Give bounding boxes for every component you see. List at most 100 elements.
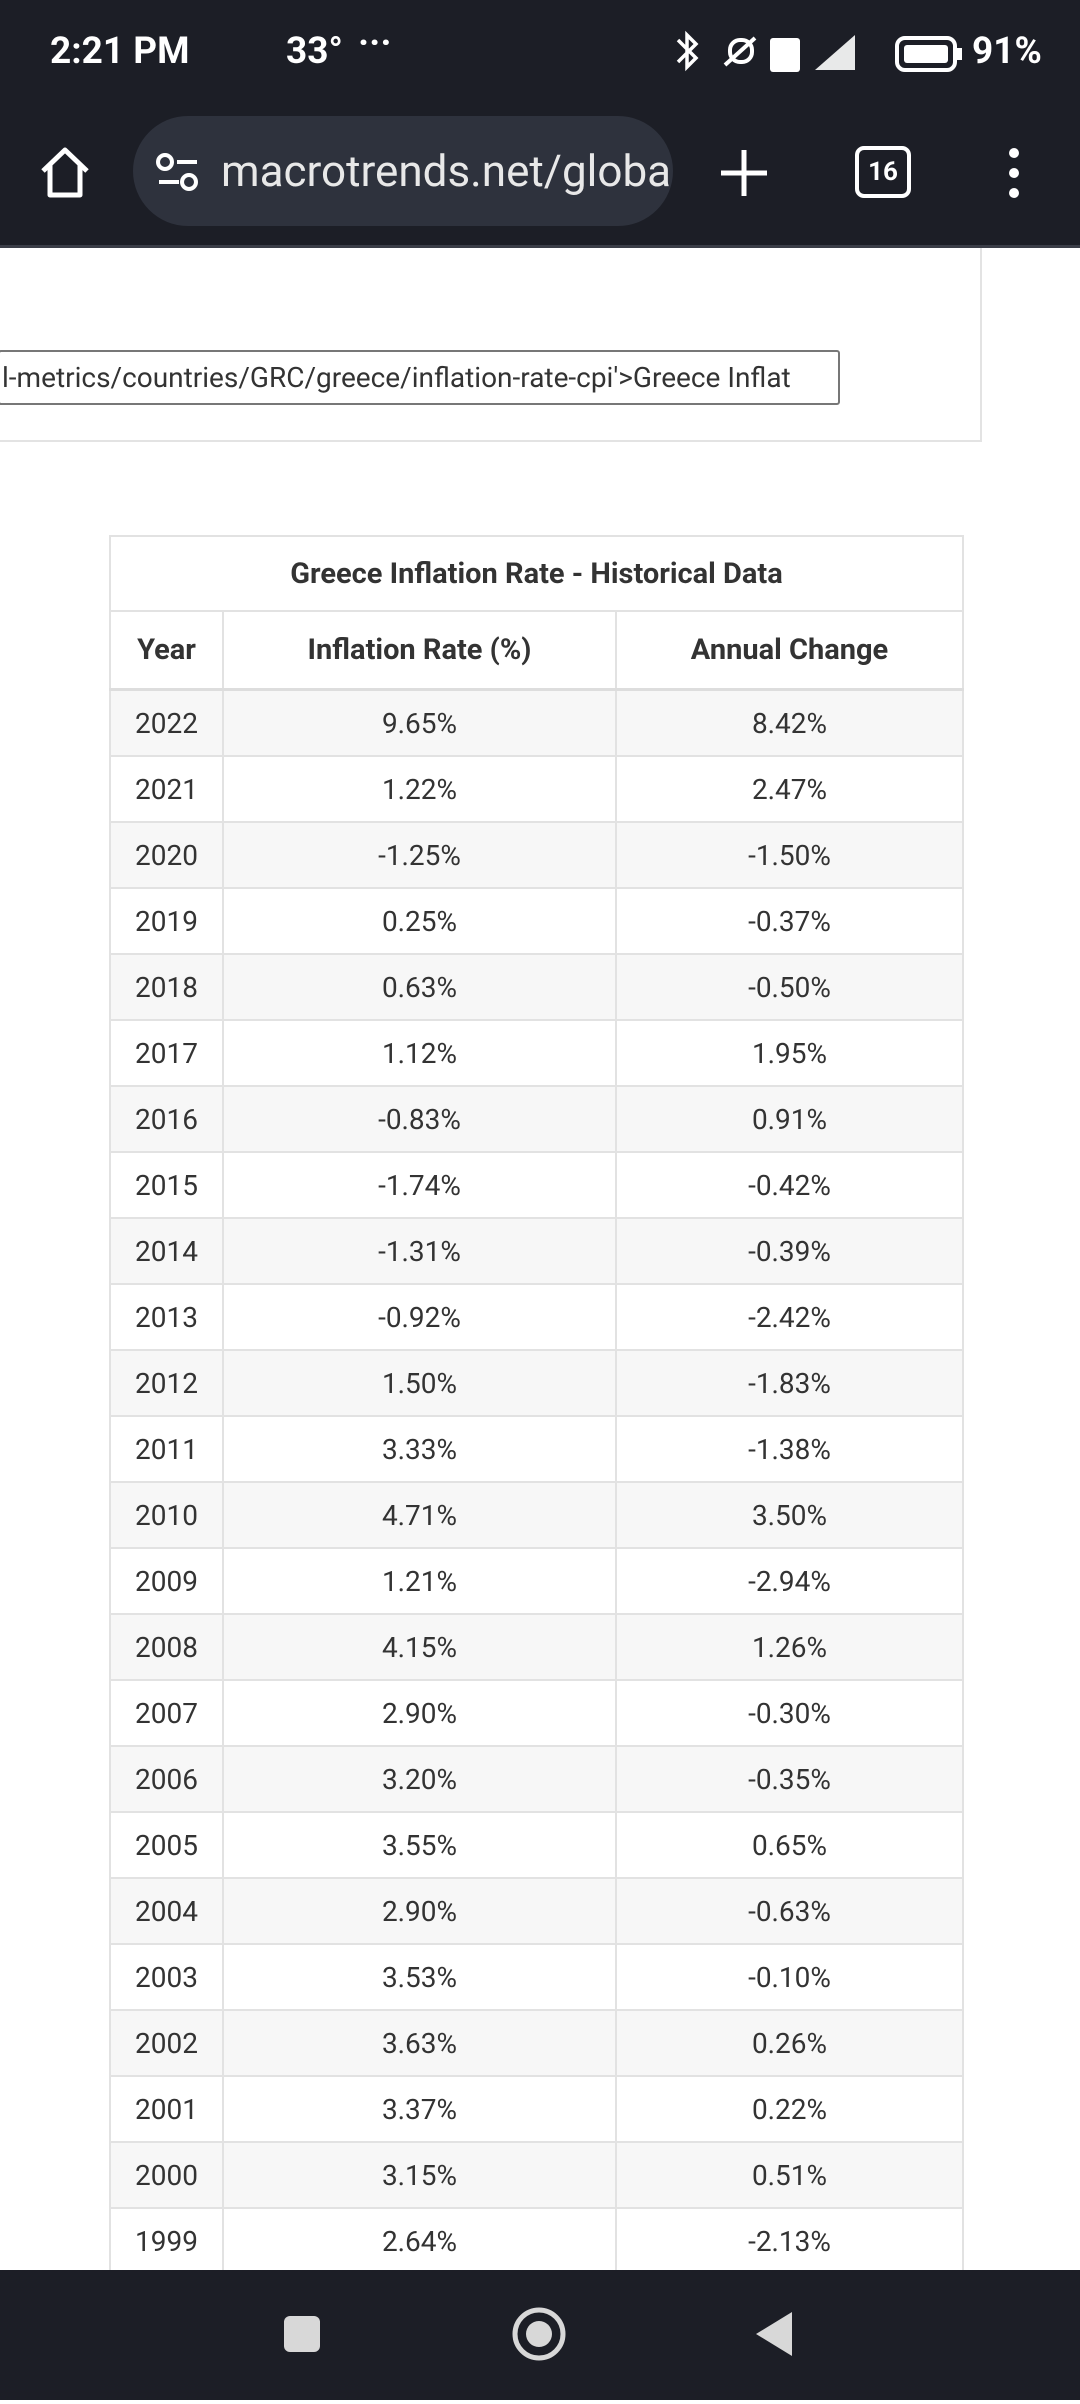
table-cell: 2.47% [615, 755, 964, 823]
table-cell: 1.50% [222, 1349, 617, 1417]
table-cell: 2017 [109, 1019, 224, 1087]
table-cell: -1.83% [615, 1349, 964, 1417]
table-cell: -1.50% [615, 821, 964, 889]
table-cell: -0.37% [615, 887, 964, 955]
column-header: Year [109, 610, 224, 691]
data-table: Greece Inflation Rate - Historical Data … [109, 535, 964, 2270]
table-row: 2002 3.63% 0.26% [109, 2009, 964, 2077]
status-bar: 2:21 PM 33° ··· 91% [0, 0, 1080, 107]
table-cell: 2.90% [222, 1679, 617, 1747]
table-cell: 3.55% [222, 1811, 617, 1879]
table-cell: -0.10% [615, 1943, 964, 2011]
back-button[interactable] [756, 2312, 792, 2356]
url-text: macrotrends.net/globa [221, 145, 672, 197]
table-cell: 2012 [109, 1349, 224, 1417]
table-row: 2010 4.71% 3.50% [109, 1481, 964, 1549]
nav-buttons [284, 2307, 792, 2361]
table-cell: -2.42% [615, 1283, 964, 1351]
table-row: 1999 2.64% -2.13% [109, 2207, 964, 2270]
table-cell: -0.92% [222, 1283, 617, 1351]
table-cell: 2004 [109, 1877, 224, 1945]
more-dots: ··· [358, 22, 392, 65]
table-title: Greece Inflation Rate - Historical Data [109, 535, 964, 612]
table-cell: 0.65% [615, 1811, 964, 1879]
table-cell: -0.35% [615, 1745, 964, 1813]
table-cell: 4.15% [222, 1613, 617, 1681]
temperature: 33° [286, 30, 343, 73]
table-cell: 2022 [109, 688, 224, 757]
table-cell: -0.83% [222, 1085, 617, 1153]
table-cell: 0.91% [615, 1085, 964, 1153]
table-cell: 2009 [109, 1547, 224, 1615]
table-cell: 2014 [109, 1217, 224, 1285]
tab-switcher[interactable]: 16 [855, 146, 911, 198]
table-cell: 1.12% [222, 1019, 617, 1087]
table-row: 2020 -1.25% -1.50% [109, 821, 964, 889]
table-row: 2013 -0.92% -2.42% [109, 1283, 964, 1351]
table-cell: 1.22% [222, 755, 617, 823]
home-nav-button[interactable] [512, 2307, 566, 2361]
battery-icon [895, 36, 962, 72]
table-cell: 8.42% [615, 688, 964, 757]
table-cell: 2001 [109, 2075, 224, 2143]
table-row: 2011 3.33% -1.38% [109, 1415, 964, 1483]
table-cell: -1.31% [222, 1217, 617, 1285]
table-cell: 1.26% [615, 1613, 964, 1681]
table-cell: 2003 [109, 1943, 224, 2011]
table-cell: -0.39% [615, 1217, 964, 1285]
table-cell: -0.30% [615, 1679, 964, 1747]
table-cell: 3.33% [222, 1415, 617, 1483]
table-cell: 2.64% [222, 2207, 617, 2270]
site-settings-icon[interactable] [155, 152, 205, 192]
table-row: 2015 -1.74% -0.42% [109, 1151, 964, 1219]
embed-code-field[interactable]: l-metrics/countries/GRC/greece/inflation… [0, 350, 840, 405]
table-row: 2000 3.15% 0.51% [109, 2141, 964, 2209]
table-cell: -2.94% [615, 1547, 964, 1615]
table-cell: 2020 [109, 821, 224, 889]
column-header: Inflation Rate (%) [222, 610, 617, 691]
table-row: 2001 3.37% 0.22% [109, 2075, 964, 2143]
recents-button[interactable] [284, 2316, 320, 2352]
table-cell: 0.25% [222, 887, 617, 955]
table-cell: 4.71% [222, 1481, 617, 1549]
table-cell: 2018 [109, 953, 224, 1021]
header-row: Year Inflation Rate (%) Annual Change [109, 610, 964, 691]
table-cell: 0.22% [615, 2075, 964, 2143]
table-cell: 3.50% [615, 1481, 964, 1549]
table-row: 2007 2.90% -0.30% [109, 1679, 964, 1747]
table-cell: 2008 [109, 1613, 224, 1681]
table-cell: 2015 [109, 1151, 224, 1219]
home-button[interactable] [38, 145, 92, 199]
table-cell: 1999 [109, 2207, 224, 2270]
table-cell: 1.21% [222, 1547, 617, 1615]
table-row: 2017 1.12% 1.95% [109, 1019, 964, 1087]
table-cell: 1.95% [615, 1019, 964, 1087]
table-cell: -1.74% [222, 1151, 617, 1219]
clock: 2:21 PM [50, 30, 190, 73]
home-nav-dot [526, 2321, 552, 2347]
table-cell: 3.15% [222, 2141, 617, 2209]
table-cell: 9.65% [222, 688, 617, 757]
new-tab-button[interactable] [718, 147, 770, 199]
table-cell: 3.53% [222, 1943, 617, 2011]
table-cell: -0.50% [615, 953, 964, 1021]
table-row: 2003 3.53% -0.10% [109, 1943, 964, 2011]
table-cell: -0.42% [615, 1151, 964, 1219]
table-cell: 2013 [109, 1283, 224, 1351]
table-row: 2009 1.21% -2.94% [109, 1547, 964, 1615]
web-content: l-metrics/countries/GRC/greece/inflation… [0, 248, 1080, 2270]
table-row: 2008 4.15% 1.26% [109, 1613, 964, 1681]
table-cell: 0.26% [615, 2009, 964, 2077]
browser-toolbar: macrotrends.net/globa 16 [0, 107, 1080, 248]
address-bar[interactable]: macrotrends.net/globa [133, 116, 673, 226]
table-cell: 3.63% [222, 2009, 617, 2077]
menu-button[interactable] [1000, 147, 1030, 203]
table-cell: 2011 [109, 1415, 224, 1483]
table-cell: 2021 [109, 755, 224, 823]
embed-box [0, 248, 982, 442]
table-row: 2019 0.25% -0.37% [109, 887, 964, 955]
table-row: 2016 -0.83% 0.91% [109, 1085, 964, 1153]
table-row: 2018 0.63% -0.50% [109, 953, 964, 1021]
table-cell: 3.20% [222, 1745, 617, 1813]
